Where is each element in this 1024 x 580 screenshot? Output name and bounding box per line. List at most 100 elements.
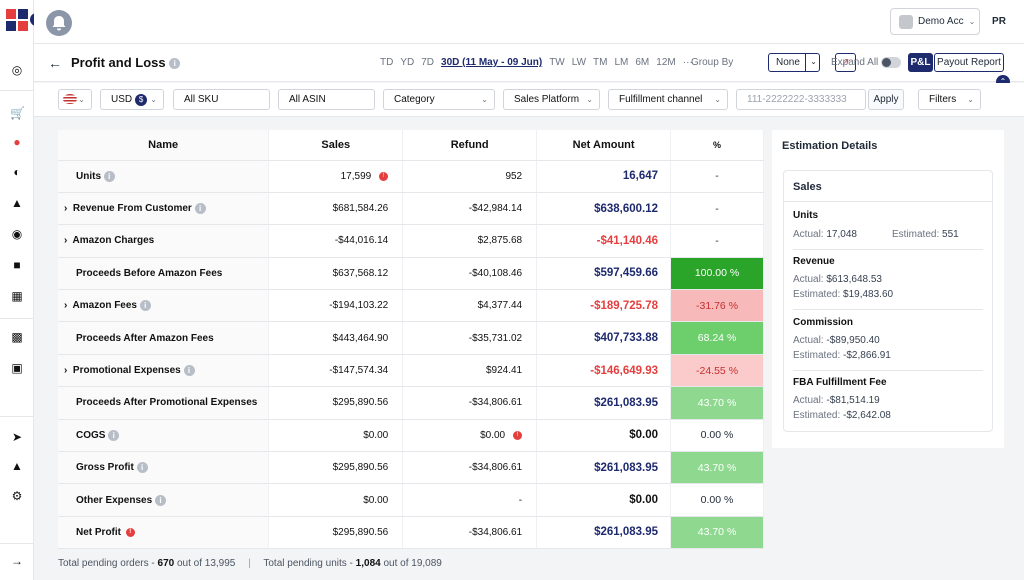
avatar[interactable]: PR [992, 16, 1006, 27]
sales-cell: $443,464.90 [268, 321, 404, 355]
percent-cell: -24.55 % [670, 354, 764, 388]
period-tm[interactable]: TM [593, 57, 608, 68]
expand-chevron-icon[interactable]: › [64, 365, 68, 377]
speedometer-icon[interactable]: ◐ [13, 165, 21, 179]
chat-icon[interactable]: ■ [13, 258, 21, 272]
dollar-icon[interactable]: ● [13, 135, 21, 149]
alert-icon[interactable]: ! [513, 430, 523, 440]
category-select[interactable]: Category ⌄ [383, 89, 495, 110]
sku-input[interactable]: All SKU [173, 89, 270, 110]
table-row[interactable]: › Revenue From Customer i $681,584.26 -$… [58, 192, 764, 226]
period-lm[interactable]: LM [614, 57, 629, 68]
fba-fee-actual: Actual: -$81,514.19 [793, 395, 880, 406]
period-tw[interactable]: TW [549, 57, 565, 68]
bell-icon[interactable] [46, 10, 72, 36]
notification-icon[interactable]: ▲ [11, 459, 23, 473]
profit-loss-table-panel: Name Sales Refund Net Amount % Units i 1… [58, 130, 764, 550]
bag-icon[interactable]: ▣ [11, 361, 23, 375]
estimation-details-panel: Estimation Details Sales Units Actual: 1… [772, 130, 1004, 448]
payout-report-button[interactable]: Payout Report [934, 53, 1004, 72]
target-icon[interactable]: ◉ [11, 227, 23, 241]
external-link-icon[interactable]: ↗ [835, 53, 856, 72]
alert-icon[interactable]: ! [379, 171, 389, 181]
cart-icon[interactable]: 🛒 [10, 106, 25, 120]
currency-select[interactable]: USD $ ⌄ [100, 89, 164, 110]
chevron-down-icon: ⌄ [968, 17, 976, 26]
asin-input[interactable]: All ASIN [278, 89, 375, 110]
column-header-refund: Refund [402, 130, 538, 161]
collapse-arrow-icon[interactable]: → [11, 554, 23, 568]
commission-section: Commission [793, 317, 854, 328]
megaphone-icon[interactable]: ▲ [11, 196, 23, 210]
filters-button[interactable]: Filters ⌄ [918, 89, 981, 110]
revenue-actual: Actual: $613,648.53 [793, 274, 882, 285]
back-arrow-icon[interactable]: ← [48, 55, 62, 71]
sales-cell: $295,890.56 [268, 516, 404, 550]
table-row: Gross Profit i $295,890.56 -$34,806.61 $… [58, 451, 764, 485]
refund-cell: -$34,806.61 [402, 451, 538, 485]
expand-chevron-icon[interactable]: › [64, 235, 68, 247]
period-7d[interactable]: 7D [421, 57, 435, 68]
expand-chevron-icon[interactable]: › [64, 300, 68, 312]
table-row[interactable]: › Amazon Charges -$44,016.14 $2,875.68 -… [58, 224, 764, 258]
period-12m[interactable]: 12M [656, 57, 676, 68]
period-30d[interactable]: 30D (11 May - 09 Jun) [441, 57, 543, 68]
info-icon[interactable]: i [136, 462, 148, 474]
dashboard-icon[interactable]: ◎ [11, 63, 23, 77]
telegram-icon[interactable]: ➤ [11, 430, 23, 444]
row-name-cell[interactable]: › Revenue From Customer i [58, 192, 270, 226]
row-name-cell[interactable]: › Promotional Expenses i [58, 354, 270, 388]
column-header-name: Name [58, 130, 270, 161]
chevron-down-icon: ⌄ [714, 95, 721, 104]
period-yd[interactable]: YD [400, 57, 415, 68]
pl-button[interactable]: P&L [908, 53, 933, 72]
estimation-title: Estimation Details [782, 140, 878, 152]
pending-orders-label: Total pending orders - [58, 558, 155, 569]
refund-cell: -$42,984.14 [402, 192, 538, 226]
info-icon[interactable]: i [103, 170, 115, 182]
table-row[interactable]: › Promotional Expenses i -$147,574.34 $9… [58, 354, 764, 388]
sales-cell: -$147,574.34 [268, 354, 404, 388]
table-row[interactable]: › Amazon Fees i -$194,103.22 $4,377.44 -… [58, 289, 764, 323]
period-lw[interactable]: LW [571, 57, 587, 68]
chevron-down-icon[interactable]: ⌄ [805, 53, 821, 72]
checklist-icon[interactable]: ▦ [11, 289, 23, 303]
settings-icon[interactable]: ⚙ [11, 489, 23, 503]
row-name-cell[interactable]: › Amazon Fees i [58, 289, 270, 323]
period-6m[interactable]: 6M [635, 57, 650, 68]
info-icon[interactable]: i [194, 203, 206, 215]
info-icon[interactable]: i [169, 58, 181, 70]
divider [793, 249, 983, 250]
pending-units-label: Total pending units - [263, 558, 353, 569]
pending-units-value: 1,084 [355, 558, 381, 569]
group-by-select[interactable]: None [768, 53, 820, 72]
refund-cell: $924.41 [402, 354, 538, 388]
refund-cell: $2,875.68 [402, 224, 538, 258]
more-periods-icon[interactable]: ··· [682, 57, 693, 68]
percent-cell: 68.24 % [670, 321, 764, 355]
page-header: ← Profit and Loss i TD YD 7D 30D (11 May… [34, 44, 1024, 89]
info-icon[interactable]: i [154, 494, 166, 506]
units-actual: Actual: 17,048 [793, 229, 857, 240]
apply-button[interactable]: Apply [868, 89, 904, 110]
alert-icon[interactable]: ! [125, 527, 135, 537]
account-switcher[interactable]: Demo Acc ⌄ [890, 8, 980, 35]
chevron-down-icon: ⌄ [481, 95, 488, 104]
revenue-section: Revenue [793, 256, 835, 267]
expand-all-toggle[interactable] [881, 57, 901, 68]
profit-loss-table: Name Sales Refund Net Amount % Units i 1… [58, 130, 764, 550]
info-icon[interactable]: i [108, 429, 120, 441]
boxes-icon[interactable]: ▩ [11, 330, 23, 344]
period-td[interactable]: TD [380, 57, 394, 68]
net-amount-cell: -$189,725.78 [536, 289, 672, 323]
table-row: Proceeds After Amazon Fees $443,464.90 -… [58, 321, 764, 355]
sales-estimation-card: Sales Units Actual: 17,048 Estimated: 55… [783, 170, 993, 432]
expand-chevron-icon[interactable]: › [64, 203, 68, 215]
order-id-input[interactable]: 111-2222222-3333333 [736, 89, 866, 110]
fulfillment-channel-select[interactable]: Fulfillment channel ⌄ [608, 89, 728, 110]
info-icon[interactable]: i [139, 300, 151, 312]
country-select[interactable]: ⌄ [58, 89, 92, 110]
row-name-cell[interactable]: › Amazon Charges [58, 224, 270, 258]
info-icon[interactable]: i [183, 364, 195, 376]
sales-platform-select[interactable]: Sales Platform ⌄ [503, 89, 600, 110]
